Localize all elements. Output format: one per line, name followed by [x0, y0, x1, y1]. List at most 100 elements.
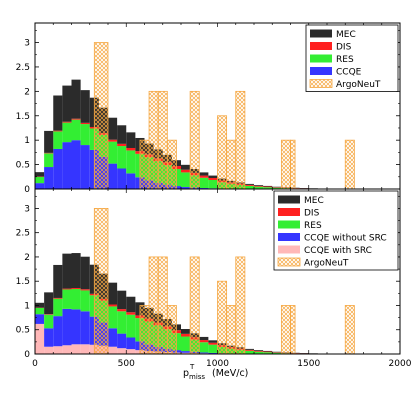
bar — [199, 175, 209, 178]
legend-swatch — [278, 245, 300, 254]
bar — [71, 79, 81, 119]
bar — [208, 340, 218, 343]
x-tick-label: 1000 — [206, 359, 229, 369]
bar — [263, 350, 273, 352]
bar — [108, 282, 118, 305]
bar — [80, 344, 90, 354]
bar — [117, 143, 127, 147]
legend-box — [273, 190, 399, 271]
bar — [62, 308, 72, 346]
data-bin — [93, 208, 109, 355]
bar — [254, 350, 264, 351]
y-tick-label: 1.5 — [16, 112, 30, 122]
data-bin — [189, 256, 200, 355]
legend-label: DIS — [336, 43, 352, 53]
bar — [272, 352, 282, 354]
bar — [244, 348, 254, 350]
bar — [199, 336, 209, 341]
bar — [35, 176, 45, 184]
data-bin — [344, 139, 355, 190]
bar — [117, 168, 127, 189]
bar — [263, 185, 273, 187]
y-tick-label: 3 — [24, 204, 30, 214]
y-tick-label: 1.5 — [16, 277, 30, 287]
data-bin — [290, 305, 296, 355]
bar — [108, 117, 118, 140]
y-tick-label: 2.5 — [16, 63, 30, 73]
data-bin — [280, 305, 291, 355]
bar — [108, 304, 118, 307]
y-tick-label: 2 — [24, 253, 30, 263]
bar — [35, 307, 45, 315]
bar — [62, 253, 72, 289]
bar — [126, 349, 136, 354]
bar — [263, 186, 273, 188]
y-tick-label: 0 — [24, 185, 30, 195]
legend-swatch — [278, 220, 300, 229]
legend-label: MEC — [304, 196, 324, 206]
bar — [71, 140, 81, 189]
bar — [181, 329, 191, 334]
bar — [199, 342, 209, 353]
top-panel: 0 0.5 1 1.5 2 2.5 3 MEC DIS RES CCQE ArgoNeuT — [16, 22, 401, 195]
bar — [244, 350, 254, 354]
bar — [199, 352, 209, 354]
legend: MEC DIS RES CCQE ArgoNeuT — [305, 24, 399, 92]
x-axis-label-main: p — [183, 368, 189, 379]
bar — [208, 178, 218, 180]
bar — [126, 314, 136, 338]
data-bin — [344, 305, 355, 355]
bar — [35, 172, 45, 177]
bar — [263, 351, 273, 353]
bar — [272, 187, 282, 189]
y-tick-label: 0.5 — [16, 161, 30, 171]
series-argoneut — [93, 208, 355, 355]
legend-label: CCQE without SRC — [304, 234, 387, 244]
data-bin — [157, 256, 168, 355]
bar — [80, 124, 90, 146]
bar — [126, 132, 136, 148]
x-tick-label: 1500 — [297, 359, 320, 369]
x-tick-label: 500 — [118, 359, 135, 369]
bar — [117, 125, 127, 144]
data-bin — [235, 90, 246, 190]
data-bin — [148, 90, 159, 190]
legend-label: MEC — [336, 30, 356, 40]
data-bin — [226, 139, 237, 190]
bar — [53, 130, 63, 132]
bar — [53, 316, 63, 347]
bar — [80, 290, 90, 312]
bar — [126, 312, 136, 315]
legend-label: ArgoNeuT — [304, 259, 349, 269]
bar — [181, 172, 191, 188]
bar — [117, 290, 127, 310]
x-tick-label: 2000 — [389, 359, 412, 369]
legend-swatch — [277, 257, 301, 267]
bar — [199, 172, 209, 176]
legend-swatch — [310, 29, 332, 38]
bar — [181, 169, 191, 173]
bar — [108, 163, 118, 189]
x-axis-label-sup: T — [189, 363, 195, 371]
y-tick-label: 3 — [24, 39, 30, 49]
bar — [181, 187, 191, 189]
y-tick-label: 2.5 — [16, 229, 30, 239]
legend-label: RES — [336, 55, 354, 65]
bar — [71, 119, 81, 141]
bar — [181, 333, 191, 337]
bar — [117, 348, 127, 354]
data-bin — [217, 280, 228, 355]
x-axis-label-unit: (MeV/c) — [212, 368, 248, 379]
bar — [208, 175, 218, 179]
bar — [80, 145, 90, 189]
y-tick-label: 1 — [24, 301, 30, 311]
legend-swatch — [278, 208, 300, 216]
bar — [35, 302, 45, 308]
bar — [71, 253, 81, 288]
bar — [181, 352, 191, 354]
bar — [181, 164, 191, 170]
bar — [80, 90, 90, 123]
bar — [244, 184, 254, 186]
